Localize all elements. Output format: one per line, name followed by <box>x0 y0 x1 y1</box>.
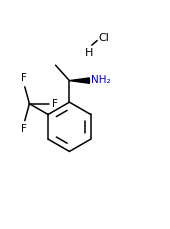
Polygon shape <box>69 78 89 83</box>
Text: Cl: Cl <box>98 33 109 43</box>
Text: F: F <box>21 73 27 83</box>
Text: F: F <box>21 125 27 134</box>
Text: H: H <box>85 47 94 57</box>
Text: NH₂: NH₂ <box>91 75 111 85</box>
Text: F: F <box>52 99 58 109</box>
